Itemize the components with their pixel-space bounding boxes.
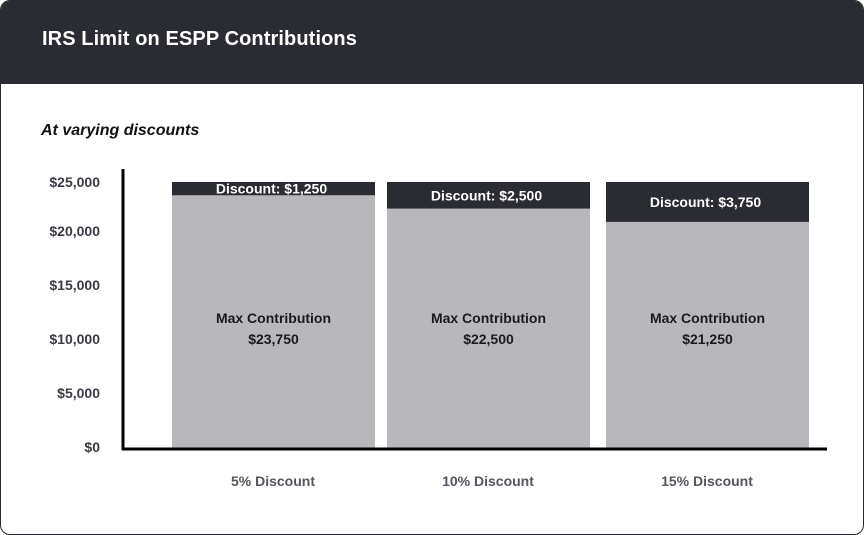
y-tick-label: $20,000 (49, 223, 100, 239)
max-contribution-title: Max Contribution (216, 310, 331, 326)
header-bar: IRS Limit on ESPP Contributions (1, 1, 863, 84)
chart-title: IRS Limit on ESPP Contributions (42, 28, 357, 50)
y-tick-label: $25,000 (49, 174, 100, 190)
bar-discount (387, 182, 590, 209)
discount-label: Discount: $3,750 (650, 194, 761, 210)
y-tick-label: $15,000 (49, 277, 100, 293)
discount-label: Discount: $1,250 (216, 181, 327, 197)
max-contribution-title: Max Contribution (650, 310, 765, 326)
bar-max-contribution (172, 195, 375, 448)
y-tick-label: $10,000 (49, 331, 100, 347)
bar-discount (606, 182, 809, 222)
max-contribution-value: $21,250 (682, 331, 733, 347)
x-tick-label: 10% Discount (442, 473, 534, 489)
x-tick-label: 5% Discount (231, 473, 315, 489)
y-tick-label: $5,000 (57, 385, 100, 401)
bar-max-contribution (606, 221, 809, 448)
discount-label: Discount: $2,500 (431, 187, 542, 203)
max-contribution-value: $23,750 (248, 331, 299, 347)
y-tick-label: $0 (84, 439, 100, 455)
bar-max-contribution (387, 208, 590, 448)
max-contribution-title: Max Contribution (431, 310, 546, 326)
x-tick-label: 15% Discount (661, 473, 753, 489)
bar-discount (172, 182, 375, 196)
chart-subtitle: At varying discounts (41, 122, 200, 139)
max-contribution-value: $22,500 (463, 331, 514, 347)
